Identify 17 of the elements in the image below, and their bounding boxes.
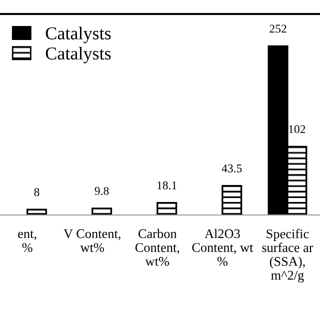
data-label: 102	[289, 125, 306, 134]
x-tick-label: Specific surface ar (SSA), m^2/g	[262, 228, 314, 282]
legend-label: Catalysts	[46, 26, 111, 44]
x-tick-label: ent, %	[18, 230, 36, 252]
bar	[156, 202, 178, 215]
x-tick-label: Al2O3 Content, wt %	[192, 228, 254, 266]
x-tick-label: Carbon Content, wt%	[135, 228, 180, 266]
bar	[222, 185, 242, 215]
data-label: 43.5	[222, 164, 242, 172]
data-label: 9.8	[94, 186, 109, 195]
legend-label: Catalysts	[46, 46, 111, 64]
data-label: 8	[34, 188, 40, 196]
bar	[26, 208, 48, 215]
x-tick-label: V Content, wt%	[64, 229, 120, 252]
bar	[92, 208, 112, 215]
data-label: 252	[270, 24, 286, 33]
data-label: 18.1	[158, 181, 176, 190]
